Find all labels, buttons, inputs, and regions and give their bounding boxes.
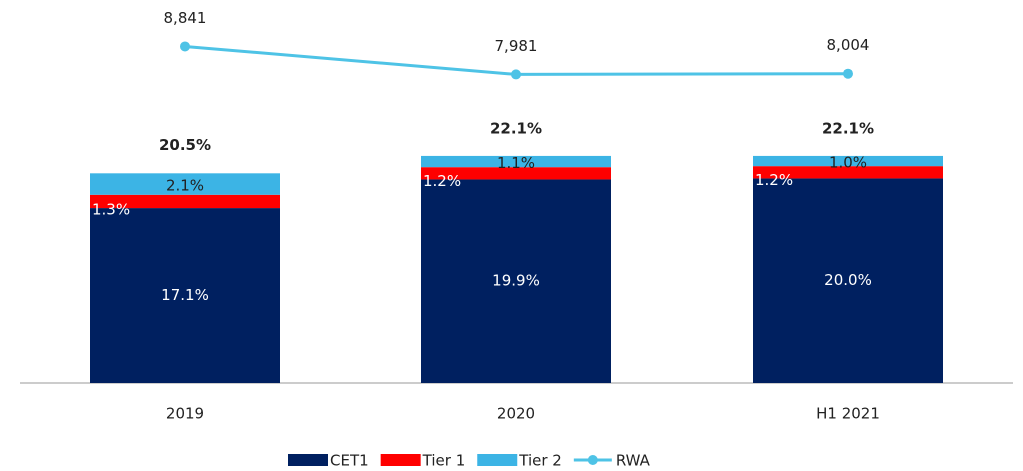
bar-segment (753, 155, 943, 167)
legend-swatch (380, 454, 421, 466)
legend-label: CET1 (330, 452, 369, 470)
data-label: 1.2% (423, 172, 461, 190)
bar-segment (421, 179, 611, 383)
bar-segment (753, 178, 943, 383)
data-label: 19.9% (492, 272, 540, 290)
data-label: 1.1% (497, 154, 535, 172)
bar-segment (90, 194, 280, 209)
bar-segment (421, 155, 611, 168)
data-label: 1.3% (92, 201, 130, 219)
data-label: 2.1% (166, 177, 204, 195)
legend-label: RWA (616, 452, 651, 470)
line-marker (843, 68, 853, 79)
legend-label: Tier 1 (422, 452, 466, 470)
total-label: 22.1% (490, 119, 542, 137)
data-label: 8,841 (164, 9, 207, 27)
line-marker (180, 41, 190, 52)
bar-segment (421, 167, 611, 180)
line-marker (511, 69, 521, 80)
data-label: 1.0% (829, 154, 867, 172)
data-label: 1.2% (755, 171, 793, 189)
x-tick-label: 2020 (497, 405, 535, 423)
data-label: 8,004 (827, 36, 870, 54)
legend-swatch (477, 454, 518, 466)
data-label: 20.0% (824, 271, 872, 289)
total-label: 20.5% (159, 136, 211, 154)
legend-label: Tier 2 (518, 452, 562, 470)
legend-swatch (587, 455, 598, 465)
bar-segment (90, 208, 280, 383)
x-tick-label: 2019 (166, 405, 204, 423)
x-tick-label: H1 2021 (816, 405, 880, 423)
bar-segment (90, 173, 280, 195)
total-label: 22.1% (822, 119, 874, 137)
bar-segment (753, 166, 943, 179)
data-label: 17.1% (161, 286, 209, 304)
data-label: 7,981 (495, 37, 538, 55)
legend-swatch (288, 454, 328, 466)
